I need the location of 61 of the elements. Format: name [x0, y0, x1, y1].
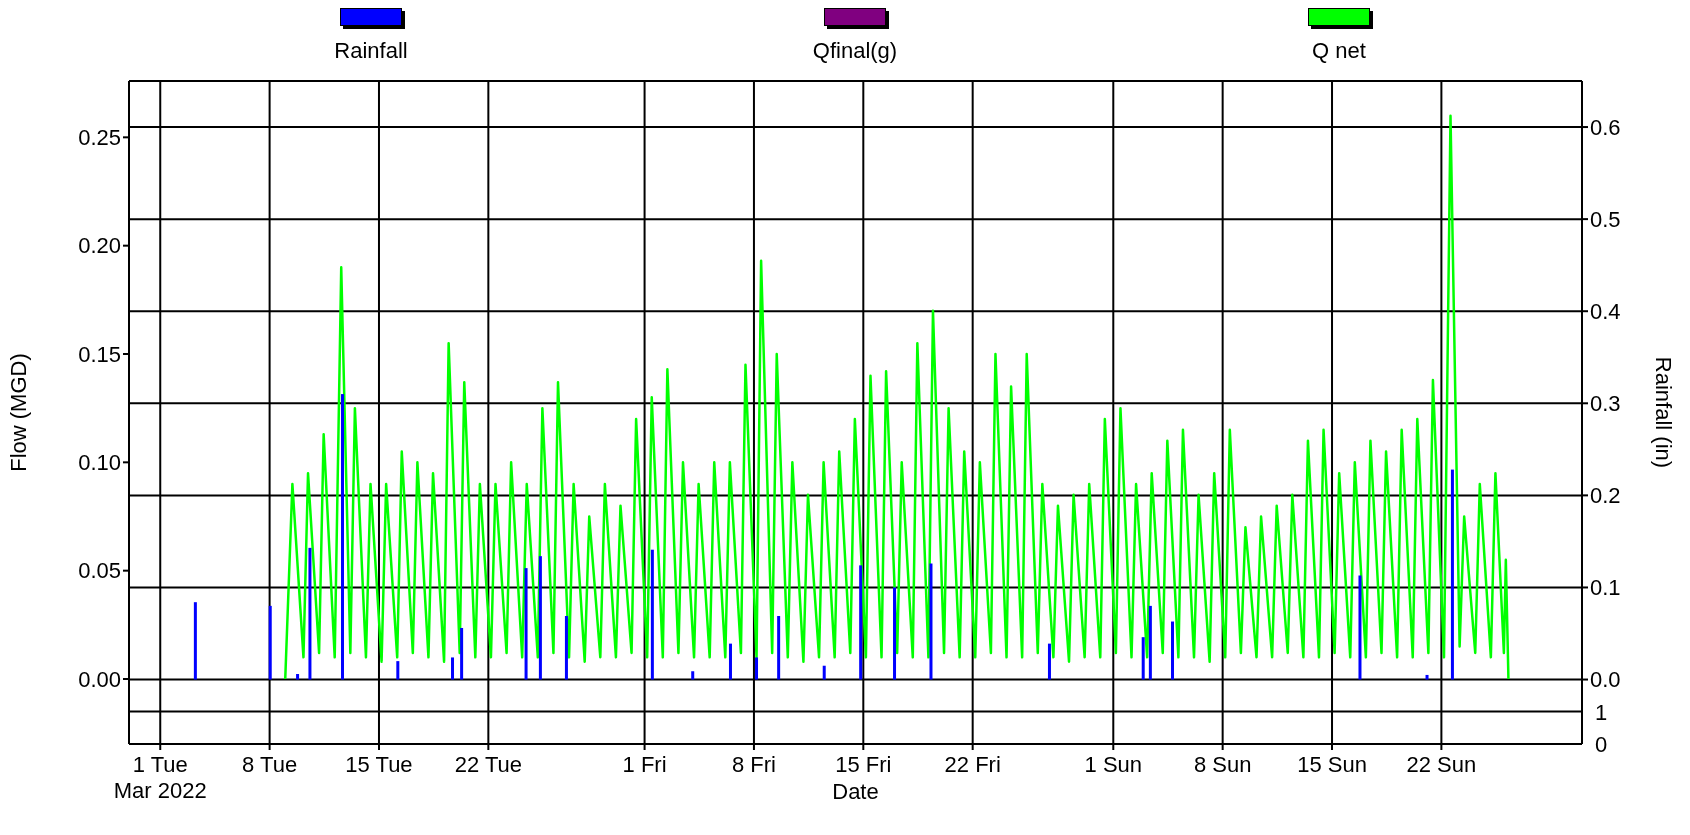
bar	[1148, 605, 1152, 680]
y-tick-label: 0.25	[78, 125, 121, 151]
bar	[538, 556, 542, 680]
y2-tick-label: 0.1	[1590, 575, 1621, 601]
legend-label: Q net	[1312, 38, 1366, 64]
bar	[524, 568, 528, 680]
bar	[691, 671, 695, 680]
x-tick-label: 1 Sun	[1084, 752, 1143, 777]
bar	[451, 657, 455, 680]
bar	[1450, 469, 1454, 680]
bar	[1141, 637, 1145, 680]
bar	[396, 661, 400, 680]
y-tick-label: 0.10	[78, 450, 121, 476]
y-tick-label: 0.00	[78, 666, 121, 692]
x-tick-label: 22 Fri	[944, 752, 1001, 777]
x-tick-label: 22 Tue	[454, 752, 522, 777]
line-series	[283, 114, 1510, 681]
bar	[893, 587, 897, 680]
y-axis-title: Flow (MGD)	[5, 353, 31, 472]
y2-tick-label: 0.6	[1590, 114, 1621, 140]
y-tick-label: 0.05	[78, 558, 121, 584]
bar	[650, 549, 654, 680]
bar	[755, 657, 759, 680]
bar	[1171, 621, 1174, 680]
x-tick-label: 15 Tue	[345, 752, 413, 777]
bar	[193, 602, 197, 680]
x-tick-label: 8 Fri	[731, 752, 776, 777]
y3-tick-label: 1	[1595, 699, 1608, 725]
x-axis-title: Date	[832, 779, 879, 804]
x-tick-label: 15 Sun	[1297, 752, 1367, 777]
x-tick-label: 8 Tue	[242, 752, 298, 777]
bar	[1358, 575, 1362, 680]
bar	[460, 627, 464, 680]
bar	[268, 605, 272, 680]
y-tick-label: 0.15	[78, 341, 121, 367]
bar	[564, 616, 568, 680]
y2-tick-label: 0.2	[1590, 483, 1621, 509]
y2-axis-title: Rainfall (in)	[1651, 356, 1677, 469]
y2-tick-label: 0.4	[1590, 299, 1621, 325]
x-tick-label: 22 Sun	[1406, 752, 1477, 777]
bar	[340, 394, 344, 680]
bar	[1425, 674, 1429, 680]
x-tick-label: 8 Sun	[1193, 752, 1252, 777]
y2-tick-label: 0.5	[1590, 206, 1621, 232]
y2-tick-label: 0.3	[1590, 391, 1621, 417]
x-tick-label: 15 Fri	[835, 752, 892, 777]
bar	[728, 643, 732, 680]
y3-tick-label: 0	[1595, 732, 1608, 757]
y2-tick-label: 0.0	[1590, 667, 1621, 693]
bar	[822, 665, 826, 680]
y-tick-label: 0.20	[78, 233, 121, 259]
bar	[296, 674, 300, 680]
x-tick-label: 1 Tue Mar 2022	[113, 752, 207, 803]
x-tick-label: 1 Fri	[622, 752, 667, 777]
bar	[308, 547, 312, 680]
legend-label: Qfinal(g)	[812, 38, 898, 64]
legend-label: Rainfall	[334, 38, 408, 64]
bar	[777, 616, 781, 680]
bar	[859, 565, 863, 680]
bar	[929, 563, 933, 680]
bar	[1047, 643, 1051, 680]
